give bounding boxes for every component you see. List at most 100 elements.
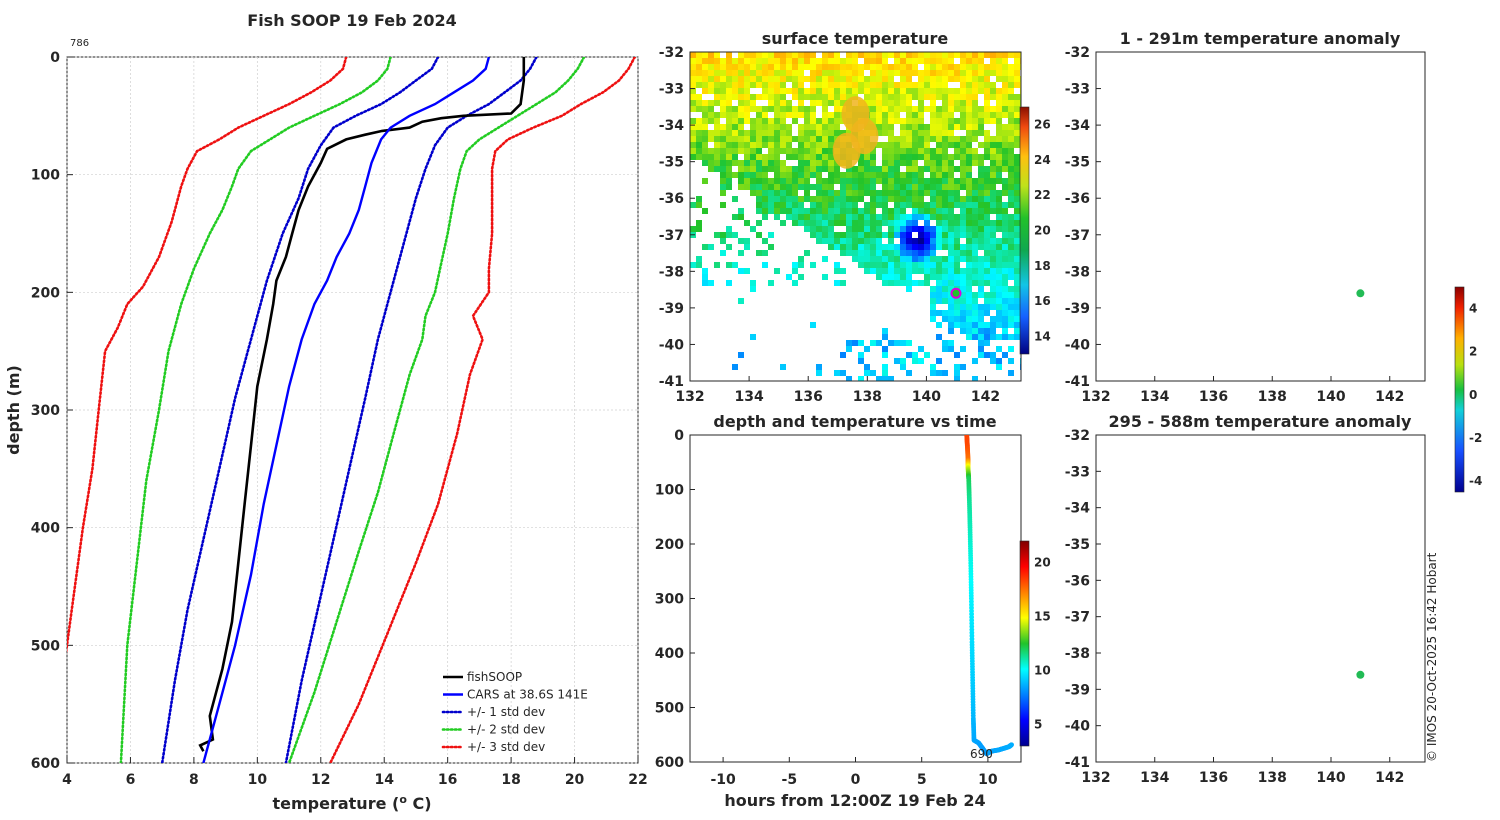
sst-cell [924,88,930,94]
sst-cell [804,124,810,130]
sst-cell [1008,130,1014,136]
sst-cell [726,154,732,160]
sst-cell [918,58,924,64]
depthtime-tick-label-x: 0 [851,772,861,788]
sst-cell [870,190,876,196]
sst-cell [984,142,990,148]
sst-cell [930,106,936,112]
sst-cell [870,106,876,112]
sst-cell [756,112,762,118]
sst-cell [708,52,714,58]
sst-cell [918,142,924,148]
sst-cell [894,190,900,196]
anomaly1-tick-label-x: 140 [1316,389,1345,405]
sst-cell [786,274,792,280]
sst-cell [768,178,774,184]
sst-cell [972,292,978,298]
sst-cell [762,94,768,100]
sst-cell [774,58,780,64]
sst-cell [828,190,834,196]
sst-cell [978,190,984,196]
anomaly-colorbar [1454,286,1465,493]
sst-cell [972,82,978,88]
sst-cell [1014,142,1020,148]
sst-cell [990,250,996,256]
sst-cell [726,106,732,112]
sst-cell [822,154,828,160]
sst-cell [1002,226,1008,232]
sst-cell [1002,310,1008,316]
sst-cell [936,70,942,76]
sst-cell [990,226,996,232]
sst-cell [720,94,726,100]
sst-cell [828,64,834,70]
sst-cell [954,52,960,58]
sst-cell [954,166,960,172]
sst-cell [786,88,792,94]
sst-cell [822,64,828,70]
sst-cell [714,94,720,100]
sst-cell [690,64,696,70]
sst-cell [984,178,990,184]
sst-cell [978,154,984,160]
sst-cell [750,148,756,154]
surface-tick-label-x: 138 [853,389,882,405]
sst-cell [942,166,948,172]
sst-cell [738,70,744,76]
sst-cell [798,82,804,88]
sst-cell [960,226,966,232]
anomaly1-tick-label-x: 136 [1199,389,1228,405]
sst-cell [948,118,954,124]
depthtime-panel: depth and temperature vs time -10 -5 0 5 100… [655,412,1051,810]
sst-cell [954,280,960,286]
sst-cell [1002,130,1008,136]
sst-cell [708,112,714,118]
sst-cell [834,244,840,250]
sst-cell [972,100,978,106]
sst-cell [894,226,900,232]
sst-cell [1014,166,1020,172]
sst-cell [948,52,954,58]
sst-cell [996,196,1002,202]
sst-cell [798,178,804,184]
sst-cell [1008,310,1014,316]
sst-cell [930,88,936,94]
sst-cell [876,268,882,274]
sst-cell [834,58,840,64]
sst-cell [936,238,942,244]
sst-cell [972,148,978,154]
sst-cell [750,226,756,232]
sst-cell [918,280,924,286]
profile-tick-label-x: 18 [501,772,520,788]
sst-cell [1014,58,1020,64]
sst-cell [732,364,738,370]
sst-cell [876,178,882,184]
sst-cell [906,226,912,232]
sst-cell [942,310,948,316]
sst-cell [762,154,768,160]
sst-cell [936,310,942,316]
sst-cell [984,262,990,268]
sst-cell [774,196,780,202]
sst-cell [810,202,816,208]
sst-cell [876,64,882,70]
anomaly2-station-marker [1356,670,1365,679]
sst-cell [792,58,798,64]
sst-cell [696,220,702,226]
sst-cell [870,154,876,160]
sst-cell [924,244,930,250]
sst-cell [888,130,894,136]
sst-cell [936,232,942,238]
sst-cell [816,166,822,172]
sst-cell [840,94,846,100]
sst-cell [960,310,966,316]
sst-cell [870,220,876,226]
sst-cell [756,196,762,202]
sst-cell [1014,280,1020,286]
sst-cell [984,94,990,100]
sst-cell [858,238,864,244]
sst-cell [930,364,936,370]
sst-cell [756,250,762,256]
sst-cell [744,100,750,106]
sst-cell [960,322,966,328]
